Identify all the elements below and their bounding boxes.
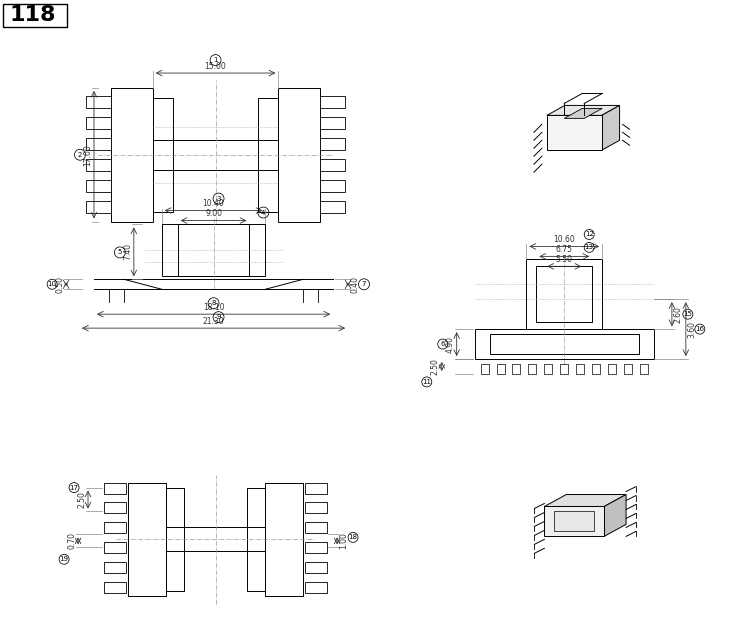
Bar [86,96,111,108]
Bar [512,364,520,374]
Text: 19: 19 [60,556,68,562]
Text: 4.90: 4.90 [445,336,455,353]
Bar [305,522,327,533]
Polygon shape [554,512,594,531]
Text: 0.50: 0.50 [55,276,64,293]
Bar [305,582,327,593]
Bar [592,364,600,374]
Text: 6: 6 [440,341,445,347]
Bar [104,582,126,593]
Bar [111,88,153,222]
Text: 2: 2 [78,152,82,158]
Bar [320,96,345,108]
Text: 10: 10 [48,281,57,287]
Bar [537,267,592,322]
Bar [320,117,345,129]
Text: 118: 118 [10,5,56,25]
Text: 6.75: 6.75 [556,245,573,254]
Bar [104,522,126,533]
Bar [305,483,327,494]
Text: 9.00: 9.00 [205,209,222,218]
Text: 11: 11 [423,379,431,385]
Text: 12: 12 [585,231,594,237]
Bar [86,138,111,150]
Text: 2.50: 2.50 [431,358,440,375]
Text: 9: 9 [216,314,220,320]
Bar [104,542,126,553]
Text: 3.60: 3.60 [688,320,697,338]
Bar [104,503,126,513]
Text: 21.30: 21.30 [203,317,224,326]
Bar [475,329,654,359]
Bar [128,483,165,596]
Polygon shape [602,105,620,150]
Polygon shape [545,506,604,537]
Text: 5.50: 5.50 [556,255,573,264]
Polygon shape [604,494,626,537]
Text: 10.60: 10.60 [553,235,576,244]
Bar [320,179,345,192]
Bar [528,364,537,374]
Text: 0.40: 0.40 [350,276,359,293]
Text: 2.60: 2.60 [674,306,683,322]
Text: 17: 17 [70,485,79,490]
Bar [624,364,632,374]
Text: 2.50: 2.50 [77,491,86,508]
Bar [320,159,345,171]
Bar [305,503,327,513]
Text: 5: 5 [118,249,122,255]
Text: 0.70: 0.70 [67,533,76,549]
Bar [608,364,616,374]
Bar [320,138,345,150]
Bar [104,562,126,573]
Bar [86,201,111,213]
Polygon shape [547,115,602,150]
Bar [86,159,111,171]
Polygon shape [545,494,626,506]
Bar [560,364,568,374]
Polygon shape [547,105,620,115]
Bar [526,260,602,329]
Bar [265,483,304,596]
Bar [545,364,552,374]
Text: 10.40: 10.40 [203,199,224,208]
Text: 16: 16 [695,326,704,332]
Bar [320,201,345,213]
Bar [3,4,67,27]
Bar [640,364,648,374]
Bar [86,179,111,192]
Text: 15.00: 15.00 [204,62,226,71]
Text: 1: 1 [213,57,218,63]
Text: 8: 8 [211,300,216,306]
Bar [248,488,265,591]
Text: 17.00: 17.00 [83,144,92,165]
Bar [279,88,320,222]
Bar [259,98,279,212]
Text: 18.10: 18.10 [203,303,224,312]
Text: 1.00: 1.00 [339,533,348,549]
Text: 7: 7 [362,281,366,287]
Bar [305,562,327,573]
Text: 3: 3 [216,196,220,201]
Bar [490,334,639,354]
Bar [576,364,584,374]
Polygon shape [564,108,602,119]
Text: 18: 18 [348,535,357,540]
Bar [497,364,504,374]
Bar [481,364,489,374]
Text: 13: 13 [585,244,594,251]
Bar [162,224,265,276]
Bar [104,483,126,494]
Bar [165,488,184,591]
Text: 4: 4 [261,210,265,215]
Bar [153,98,173,212]
Bar [305,542,327,553]
Text: 15: 15 [684,311,692,317]
Text: 7.40: 7.40 [123,244,132,260]
Bar [86,117,111,129]
Bar [178,224,249,276]
